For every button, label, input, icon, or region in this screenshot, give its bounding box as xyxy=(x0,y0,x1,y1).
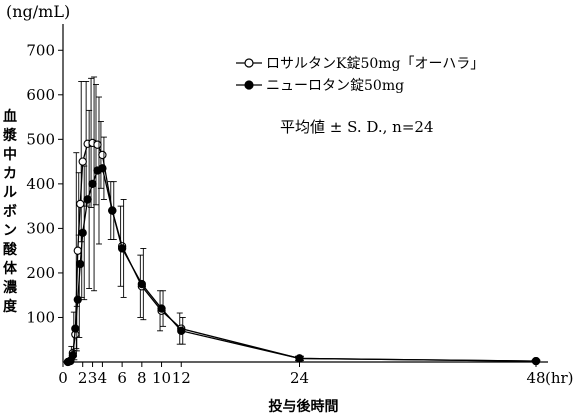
data-point-2 xyxy=(83,195,92,204)
stats-note: 平均値 ± S. D., n=24 xyxy=(280,118,434,136)
legend-item-1: ロサルタンK錠50mg「オーハラ」 xyxy=(236,52,484,74)
data-point-2 xyxy=(68,351,78,360)
y-tick-label: 100 xyxy=(26,308,55,326)
legend-label-1: ロサルタンK錠50mg「オーハラ」 xyxy=(266,56,485,72)
data-point-2 xyxy=(71,324,80,333)
data-point-2 xyxy=(531,356,541,366)
data-point-2 xyxy=(177,326,186,335)
data-point-2 xyxy=(295,354,304,363)
y-tick-label: 400 xyxy=(26,175,55,193)
data-point-1 xyxy=(76,199,85,209)
y-tick-label: 200 xyxy=(26,264,55,282)
legend: ロサルタンK錠50mg「オーハラ」 ニューロタン錠50mg xyxy=(236,52,484,96)
x-tick-label: 0 xyxy=(58,369,68,387)
y-tick-label: 300 xyxy=(26,219,55,237)
data-point-1 xyxy=(98,150,107,160)
data-point-2 xyxy=(117,244,127,253)
data-point-2 xyxy=(108,206,117,215)
x-tick-label: 48 xyxy=(526,369,545,387)
series-line-2 xyxy=(67,167,537,363)
data-point-2 xyxy=(98,164,107,173)
x-tick-label: 24 xyxy=(290,369,309,387)
data-point-1 xyxy=(93,140,102,149)
y-tick-label: 500 xyxy=(26,130,55,148)
legend-label-2: ニューロタン錠50mg xyxy=(266,78,405,94)
x-axis-label: 投与後時間 xyxy=(268,399,339,415)
legend-marker-filled-circle xyxy=(236,80,262,90)
data-point-2 xyxy=(76,259,85,269)
x-tick-label: 2 xyxy=(78,369,88,387)
y-tick-label: 700 xyxy=(26,41,55,59)
x-tick-label: 6 xyxy=(117,369,127,387)
series-line-1 xyxy=(67,142,537,363)
y-tick-label: 600 xyxy=(26,86,55,104)
y-unit-label: (ng/mL) xyxy=(6,2,71,21)
data-point-1 xyxy=(78,157,87,166)
x-unit-label: (hr) xyxy=(545,369,574,387)
data-point-1 xyxy=(73,246,82,255)
x-tick-label: 10 xyxy=(152,369,171,387)
data-point-2 xyxy=(137,279,146,289)
x-tick-label: 8 xyxy=(137,369,147,387)
x-tick-label: 12 xyxy=(172,369,191,387)
data-point-2 xyxy=(78,228,87,238)
data-point-2 xyxy=(73,295,82,304)
data-point-2 xyxy=(88,179,97,189)
legend-marker-open-circle xyxy=(236,58,262,68)
x-tick-label: 4 xyxy=(98,369,108,387)
data-point-2 xyxy=(157,304,166,313)
legend-item-2: ニューロタン錠50mg xyxy=(236,74,484,96)
x-tick-label: 3 xyxy=(88,369,98,387)
y-axis-label: 血漿中カルボン酸体濃度 xyxy=(3,109,17,315)
